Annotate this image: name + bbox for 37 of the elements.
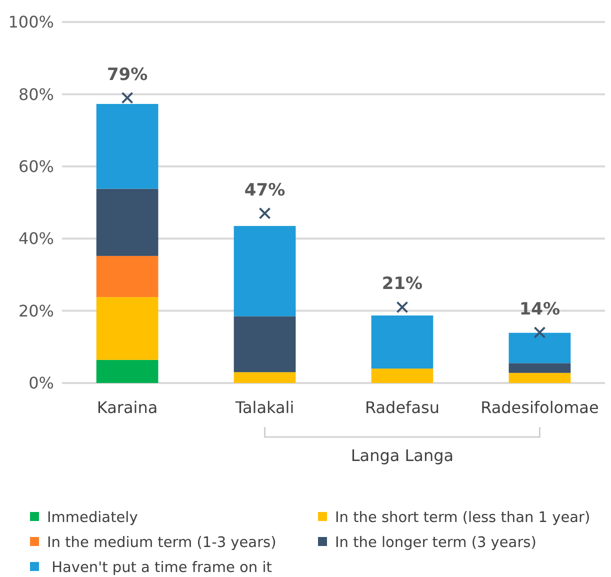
legend-label: Haven't put a time frame on it xyxy=(47,560,272,576)
bar xyxy=(371,368,434,383)
data-label: 47% xyxy=(244,180,286,200)
legend-label: In the short term (less than 1 year) xyxy=(335,510,590,526)
y-tick-label: 20% xyxy=(18,301,54,320)
bar xyxy=(96,297,158,360)
bar xyxy=(96,360,158,383)
bar xyxy=(234,226,296,316)
point xyxy=(121,92,134,104)
y-tick-label: 80% xyxy=(18,84,54,104)
bar xyxy=(234,316,296,372)
y-tick-label: 40% xyxy=(18,229,54,248)
text: Langa Langa xyxy=(350,446,454,465)
bar xyxy=(508,372,571,383)
bar xyxy=(371,315,434,369)
data-label: 14% xyxy=(519,299,560,320)
legend-label: Immediately xyxy=(47,510,138,526)
bar xyxy=(96,188,158,256)
bar xyxy=(96,104,158,189)
bar xyxy=(234,372,296,383)
y-tick-label: 0% xyxy=(28,374,54,393)
legend-label: In the medium term (1-3 years) xyxy=(47,535,276,552)
data-label: 79% xyxy=(106,64,148,85)
legend-label: In the longer term (3 years) xyxy=(335,535,536,552)
bar xyxy=(508,332,571,364)
bar xyxy=(508,363,571,373)
y-tick-label: 60% xyxy=(18,157,54,176)
y-tick-label: 100% xyxy=(8,12,54,32)
data-label: 21% xyxy=(382,274,423,294)
x-tick-label: Radesifolomae xyxy=(480,398,599,417)
point xyxy=(396,301,408,314)
bar xyxy=(96,256,158,298)
point xyxy=(534,326,546,338)
x-tick-label: Radefasu xyxy=(364,398,440,417)
x-tick-label: Talakali xyxy=(234,398,294,417)
point xyxy=(258,207,271,220)
x-tick-label: Karaina xyxy=(96,398,158,417)
